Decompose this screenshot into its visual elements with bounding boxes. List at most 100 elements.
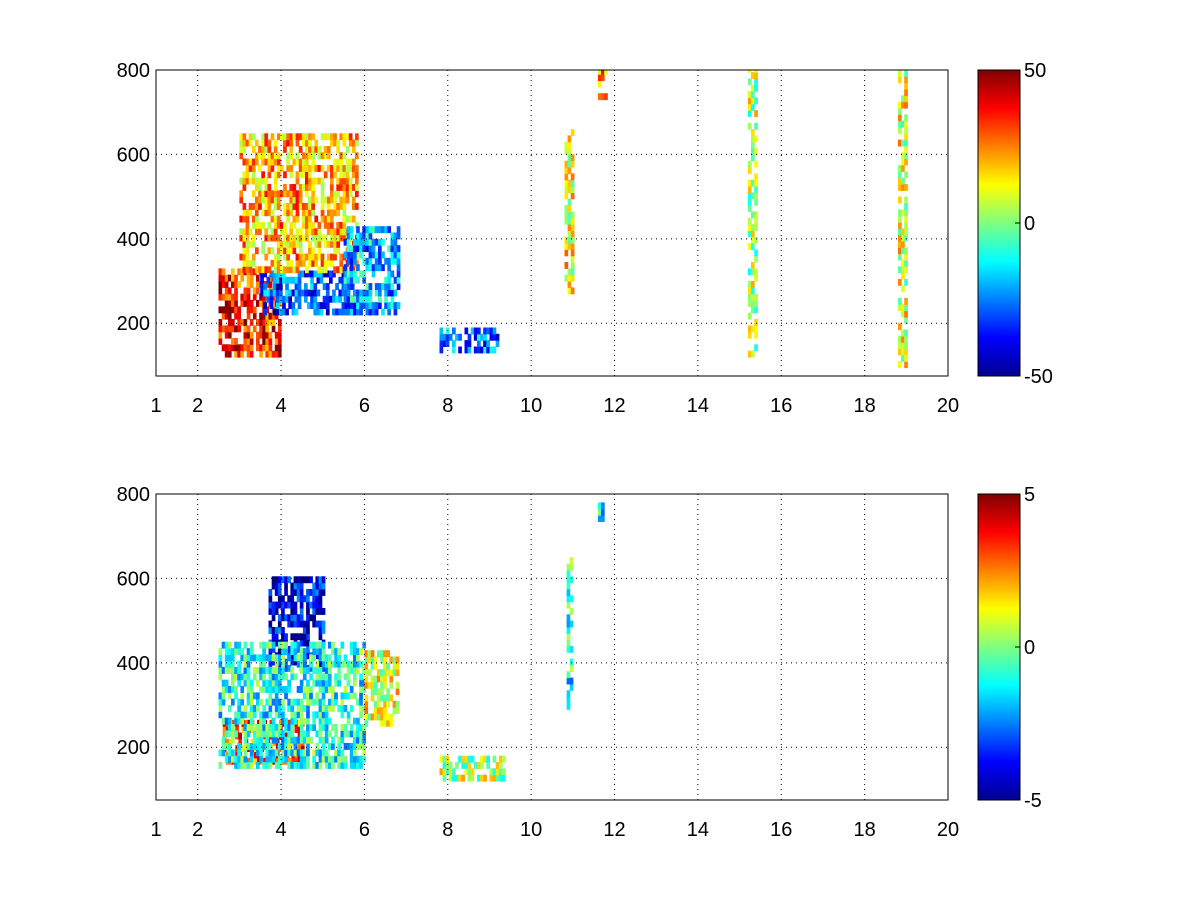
heatmap-cell	[380, 688, 384, 696]
heatmap-cell	[353, 308, 357, 316]
heatmap-cell	[295, 190, 300, 198]
heatmap-cell	[243, 705, 248, 712]
heatmap-cell	[331, 755, 335, 763]
heatmap-cell	[245, 259, 250, 267]
heatmap-cell	[464, 346, 469, 354]
heatmap-cell	[365, 232, 370, 240]
heatmap-cell	[218, 331, 223, 339]
heatmap-cell	[291, 276, 296, 284]
heatmap-cell	[276, 215, 281, 223]
heatmap-cell	[243, 319, 248, 326]
heatmap-cell	[265, 319, 270, 326]
heatmap-cell	[245, 228, 250, 236]
heatmap-cell	[302, 749, 307, 757]
heatmap-cell	[242, 240, 247, 248]
heatmap-cell	[464, 327, 469, 335]
heatmap-cell	[248, 240, 253, 248]
heatmap-cell	[267, 234, 272, 242]
heatmap-cell	[339, 234, 344, 242]
heatmap-cell	[754, 331, 758, 339]
heatmap-cell	[904, 203, 908, 210]
heatmap-cell	[324, 711, 329, 719]
heatmap-cell	[345, 177, 350, 185]
heatmap-cell	[320, 133, 325, 141]
heatmap-cell	[898, 240, 902, 248]
heatmap-cell	[332, 289, 336, 297]
heatmap-cell	[321, 736, 326, 744]
heatmap-cell	[901, 234, 905, 242]
heatmap-cell	[370, 650, 375, 658]
heatmap-cell	[312, 648, 316, 655]
heatmap-cell	[332, 270, 336, 278]
heatmap-cell	[378, 302, 382, 309]
heatmap-cell	[315, 673, 320, 681]
heatmap-cell	[227, 705, 232, 712]
heatmap-cell	[305, 215, 309, 223]
heatmap-cell	[246, 692, 251, 700]
x-tick-label: 1	[150, 819, 161, 841]
y-tick-label: 200	[117, 313, 150, 335]
heatmap-cell	[231, 344, 235, 352]
heatmap-cell	[242, 247, 247, 255]
heatmap-cell	[259, 312, 263, 320]
heatmap-cell	[355, 133, 359, 141]
heatmap-cell	[570, 274, 575, 282]
heatmap-cell	[268, 755, 273, 763]
heatmap-cell	[261, 139, 265, 147]
heatmap-cell	[224, 730, 229, 738]
heatmap-cell	[246, 698, 251, 706]
heatmap-cell	[754, 274, 758, 282]
heatmap-cell	[238, 738, 242, 746]
heatmap-cell	[566, 645, 571, 653]
heatmap-cell	[373, 688, 378, 696]
heatmap-cell	[567, 243, 572, 250]
heatmap-cell	[333, 247, 337, 255]
heatmap-cell	[299, 717, 304, 725]
heatmap-cell	[359, 711, 363, 719]
heatmap-cell	[343, 654, 348, 662]
heatmap-cell	[747, 110, 752, 117]
heatmap-cell	[330, 253, 334, 261]
heatmap-cell	[287, 749, 291, 757]
heatmap-cell	[258, 184, 262, 191]
heatmap-cell	[747, 192, 752, 200]
heatmap-cell	[283, 190, 287, 198]
heatmap-cell	[276, 171, 281, 179]
heatmap-cell	[362, 736, 366, 744]
heatmap-cell	[904, 316, 908, 324]
heatmap-cell	[340, 755, 345, 763]
heatmap-cell	[376, 669, 381, 677]
heatmap-cell	[365, 238, 370, 246]
heatmap-cell	[306, 620, 310, 628]
heatmap-cell	[221, 717, 226, 725]
heatmap-cell	[356, 245, 360, 253]
heatmap-cell	[570, 186, 575, 193]
heatmap-cell	[566, 570, 571, 577]
heatmap-cell	[277, 654, 282, 662]
heatmap-cell	[298, 228, 303, 236]
heatmap-cell	[297, 295, 302, 303]
heatmap-cell	[381, 264, 385, 272]
heatmap-cell	[224, 717, 229, 725]
heatmap-cell	[306, 601, 310, 609]
heatmap-cell	[330, 215, 334, 223]
heatmap-cell	[340, 692, 345, 700]
heatmap-cell	[305, 190, 309, 198]
heatmap-cell	[254, 757, 258, 765]
heatmap-cell	[243, 287, 248, 295]
heatmap-cell	[336, 221, 340, 229]
heatmap-cell	[337, 667, 341, 674]
heatmap-cell	[317, 221, 322, 229]
heatmap-cell	[321, 749, 326, 757]
heatmap-cell	[284, 755, 288, 763]
top-colorbar-tick-labels: 500-50	[1015, 60, 1053, 388]
heatmap-cell	[326, 228, 331, 236]
heatmap-cell	[271, 686, 276, 693]
heatmap-cell	[293, 717, 298, 725]
heatmap-cell	[297, 302, 302, 309]
heatmap-cell	[480, 755, 484, 763]
heatmap-cell	[342, 171, 347, 179]
heatmap-cell	[262, 686, 266, 693]
heatmap-cell	[331, 762, 335, 769]
